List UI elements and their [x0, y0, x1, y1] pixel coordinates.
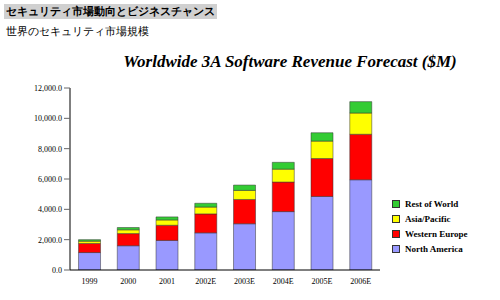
- html-text:Asia/Pacific: Asia/Pacific: [405, 213, 451, 224]
- svg-text:2003E: 2003E: [234, 277, 255, 286]
- svg-text:2002E: 2002E: [195, 277, 216, 286]
- html-text:世界のセキュリティ市場規模: 世界のセキュリティ市場規模: [6, 25, 149, 38]
- html-text:Worldwide 3A Software Revenue: Worldwide 3A Software Revenue Forecast (…: [123, 52, 457, 71]
- svg-text:4,000.0: 4,000.0: [38, 205, 62, 214]
- html-text:Western Europe: Western Europe: [405, 228, 468, 239]
- svg-text:2004E: 2004E: [273, 277, 294, 286]
- svg-text:12,000.0: 12,000.0: [34, 84, 62, 93]
- svg-text:6,000.0: 6,000.0: [38, 175, 62, 184]
- svg-text:0.0: 0.0: [52, 266, 62, 275]
- svg-text:10,000.0: 10,000.0: [34, 114, 62, 123]
- html-text:Rest of World: Rest of World: [405, 198, 459, 209]
- svg-text:8,000.0: 8,000.0: [38, 145, 62, 154]
- svg-text:2000: 2000: [120, 277, 136, 286]
- svg-text:1999: 1999: [81, 277, 97, 286]
- svg-text:2,000.0: 2,000.0: [38, 236, 62, 245]
- svg-text:2006E: 2006E: [350, 277, 371, 286]
- svg-text:2001: 2001: [159, 277, 175, 286]
- html-text:セキュリティ市場動向とビジネスチャンス: セキュリティ市場動向とビジネスチャンス: [6, 5, 215, 18]
- html-text:North America: North America: [405, 243, 463, 254]
- svg-text:2005E: 2005E: [311, 277, 332, 286]
